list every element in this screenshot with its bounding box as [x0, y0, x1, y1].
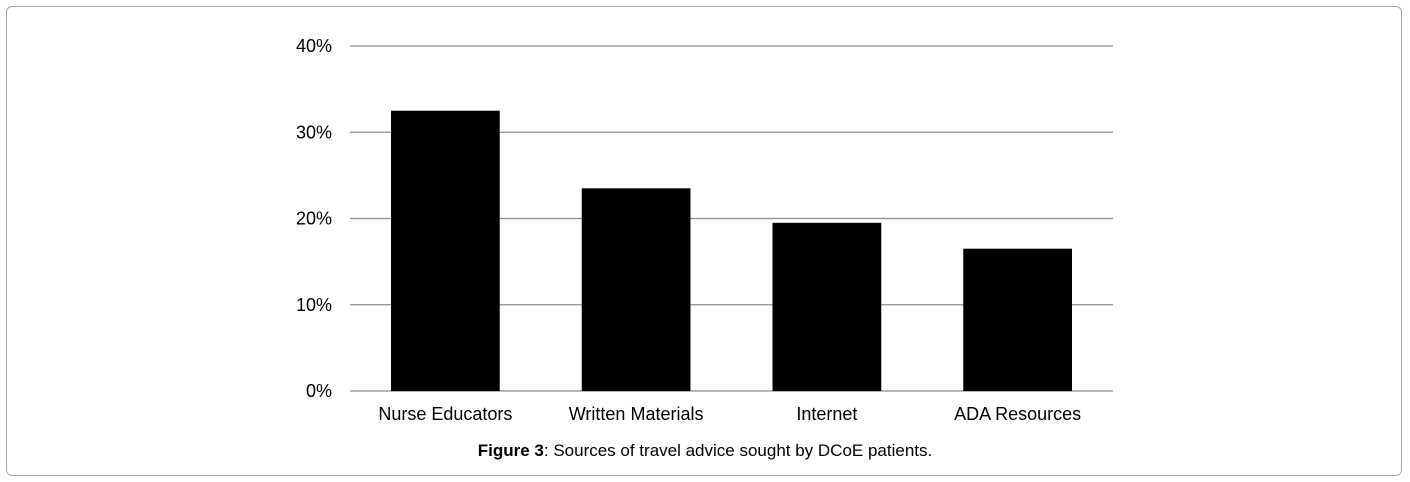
y-tick-label: 20%	[296, 209, 332, 229]
figure-caption-text: : Sources of travel advice sought by DCo…	[543, 441, 933, 460]
x-axis-ticks: Nurse Educators Written Materials Internet…	[378, 404, 1081, 424]
x-tick-label: Nurse Educators	[378, 404, 512, 424]
x-tick-label: Internet	[796, 404, 857, 424]
figure-caption: Figure 3: Sources of travel advice sough…	[0, 441, 1410, 461]
bar-written-materials	[581, 188, 691, 391]
figure-label: Figure 3	[477, 441, 544, 460]
x-tick-label: Written Materials	[569, 404, 704, 424]
bars	[391, 110, 1072, 391]
x-tick-label: ADA Resources	[954, 404, 1081, 424]
bar-ada-resources	[963, 248, 1072, 391]
bar-nurse-educators	[391, 110, 500, 391]
y-tick-label: 0%	[306, 381, 332, 401]
y-tick-label: 40%	[296, 36, 332, 56]
y-tick-label: 30%	[296, 122, 332, 142]
figure-frame	[6, 6, 1402, 476]
y-tick-label: 10%	[296, 295, 332, 315]
y-axis-ticks: 0% 10% 20% 30% 40%	[296, 36, 332, 401]
bar-internet	[772, 222, 882, 391]
